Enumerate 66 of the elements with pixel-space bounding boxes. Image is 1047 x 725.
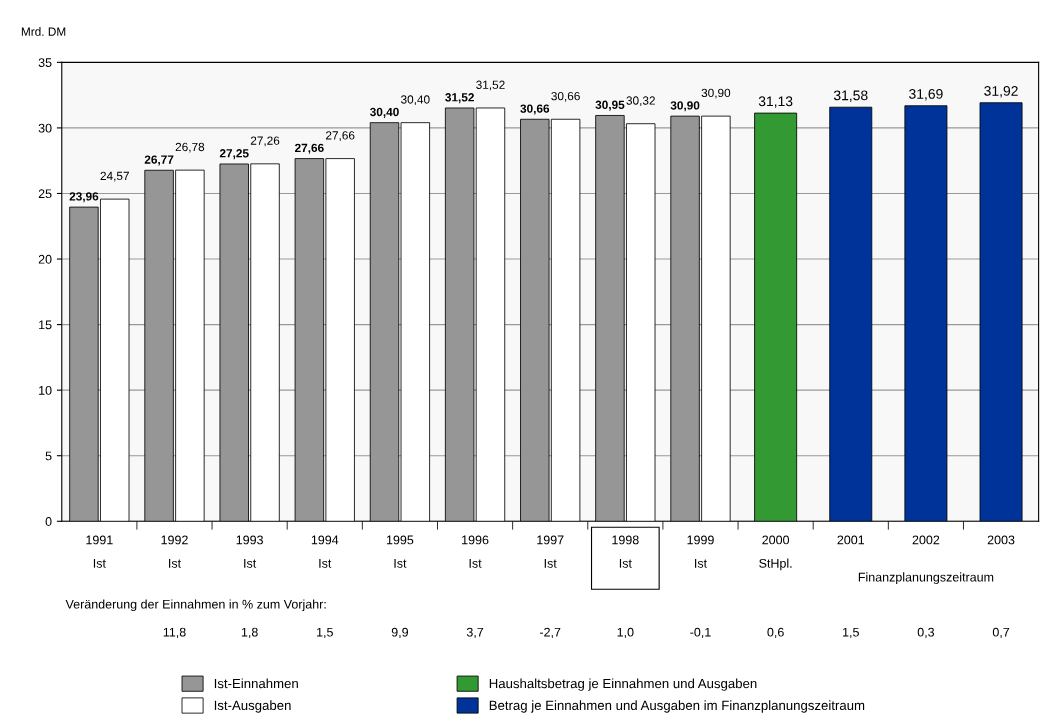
text: -0,1 (690, 627, 711, 639)
data-label: 30,95 (595, 100, 625, 111)
text: 1,0 (617, 627, 634, 639)
data-label: 31,69 (909, 89, 943, 101)
data-label: 30,40 (401, 95, 430, 106)
x-tick-label: 1994 Ist (311, 535, 339, 568)
text: 1,8 (241, 627, 258, 639)
x-tick-label: 1997 Ist (537, 535, 564, 568)
bar (754, 112, 798, 522)
y-tick-label: 25 (38, 189, 52, 199)
x-tick-label: 1995 Ist (386, 535, 414, 568)
x-tick-label: 1998 Ist (612, 535, 639, 568)
bar (979, 102, 1023, 522)
data-label: 31,52 (476, 80, 505, 91)
text: 3,7 (466, 627, 484, 639)
text: Veränderung der Einnahmen in % zum Vorjahr: (65, 599, 326, 612)
x-tick-label: 2003 (987, 535, 1015, 545)
legend-label: Ist-Einnahmen (214, 678, 298, 689)
data-label: 31,58 (833, 90, 868, 102)
data-label: 26,77 (144, 155, 174, 166)
data-label: 30,32 (626, 96, 655, 107)
text: 11,8 (163, 627, 186, 639)
legend-label: Betrag je Einnahmen und Ausgaben im Finanzplanungszeitraum (489, 700, 865, 713)
text: -2,7 (539, 627, 561, 639)
bar (829, 106, 873, 522)
data-label: 31,52 (445, 93, 474, 104)
x-tick-label: 2001 (837, 535, 865, 545)
text: Finanzplanungszeitraum (858, 572, 994, 585)
data-label: 27,66 (295, 143, 324, 154)
x-tick-label: 1993 Ist (236, 535, 263, 568)
data-label: 27,26 (250, 136, 280, 147)
bar (904, 105, 948, 522)
text: 9,9 (391, 627, 409, 639)
legend-label: Haushaltsbetrag je Einnahmen und Ausgaben (489, 678, 757, 691)
x-tick-label: 1999 Ist (687, 535, 714, 568)
data-label: 27,66 (326, 131, 355, 141)
data-label: 30,90 (701, 88, 731, 99)
text: 1,5 (843, 627, 859, 639)
text: 0,6 (767, 627, 784, 639)
y-tick-label: 0 (45, 517, 52, 526)
data-label: 30,66 (520, 104, 550, 115)
y-tick-label: 20 (38, 254, 52, 264)
data-label: 30,66 (551, 91, 580, 102)
y-axis-title: Mrd. DM (21, 27, 66, 36)
data-label: 30,40 (370, 107, 399, 118)
x-tick-label: 1991 Ist (86, 535, 113, 568)
text: 0,3 (917, 627, 935, 639)
data-label: 31,13 (758, 96, 793, 108)
data-label: 23,96 (69, 192, 99, 203)
y-tick-label: 35 (38, 58, 52, 67)
text: 0,7 (992, 627, 1010, 639)
y-tick-label: 10 (39, 385, 52, 395)
x-tick-label: 1992 Ist (161, 535, 188, 568)
x-tick-label: 2000 StHpl. (759, 535, 792, 571)
y-tick-label: 30 (38, 123, 52, 133)
y-tick-label: 15 (39, 320, 52, 330)
x-tick-label: 1996 Ist (462, 535, 489, 568)
data-label: 27,25 (219, 149, 249, 160)
data-label: 30,90 (670, 101, 700, 112)
x-tick-label: 2002 (912, 535, 940, 545)
text: 1,5 (317, 627, 333, 639)
legend-label: Ist-Ausgaben (214, 700, 291, 713)
data-label: 26,78 (175, 142, 205, 153)
data-label: 24,57 (100, 171, 129, 182)
y-tick-label: 5 (45, 451, 52, 461)
data-label: 31,92 (984, 85, 1018, 98)
